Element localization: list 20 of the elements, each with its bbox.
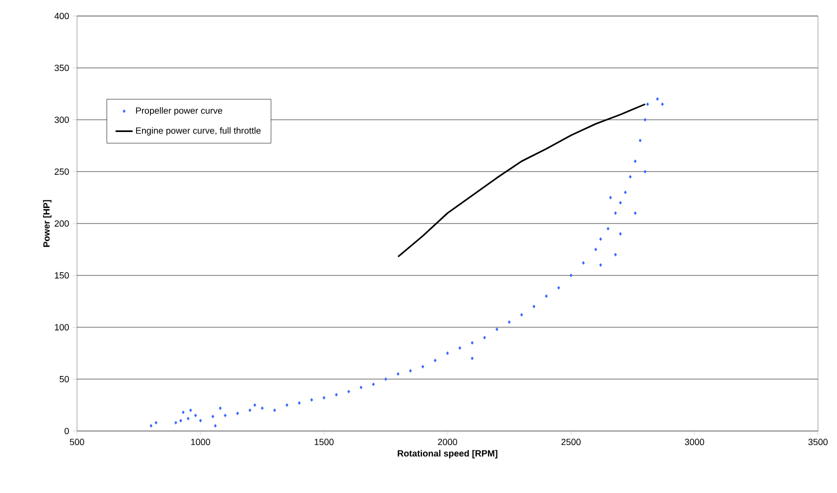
- y-tick-label: 150: [54, 272, 69, 279]
- legend-label: Propeller power curve: [136, 107, 222, 116]
- x-tick-label: 3500: [808, 438, 828, 446]
- x-tick-label: 1500: [314, 438, 334, 446]
- y-tick-label: 400: [54, 12, 69, 20]
- y-tick-label: 300: [54, 116, 69, 123]
- x-tick-label: 2500: [561, 438, 581, 446]
- x-tick-label: 1000: [191, 438, 210, 446]
- y-tick-label: 50: [60, 376, 69, 382]
- x-tick-label: 2000: [438, 438, 458, 446]
- y-tick-label: 0: [64, 428, 69, 434]
- y-tick-label: 200: [54, 220, 69, 227]
- y-tick-label: 250: [54, 168, 69, 175]
- x-tick-label: 500: [70, 438, 84, 446]
- x-axis-title: Rotational speed [RPM]: [398, 450, 498, 458]
- y-tick-label: 350: [54, 64, 69, 72]
- y-axis-title: Power [HP]: [43, 200, 52, 247]
- x-tick-label: 3000: [684, 438, 704, 446]
- legend-label: Engine power curve, full throttle: [136, 127, 261, 136]
- y-tick-label: 100: [54, 324, 69, 330]
